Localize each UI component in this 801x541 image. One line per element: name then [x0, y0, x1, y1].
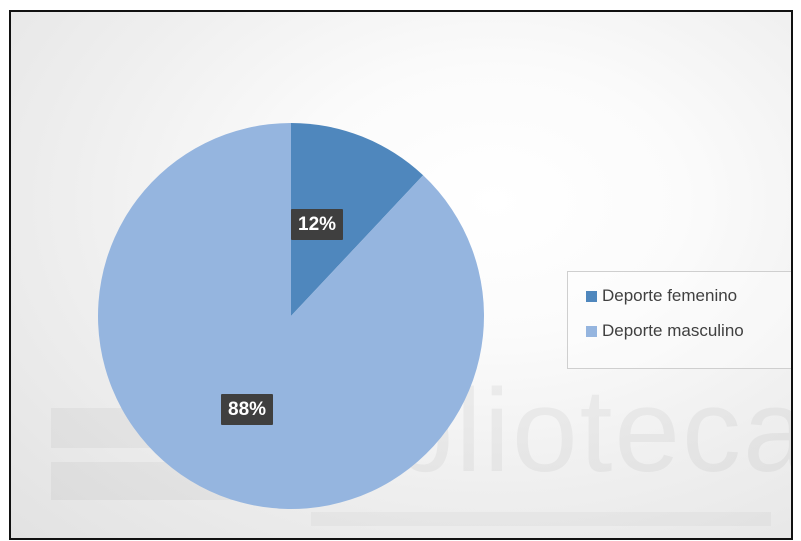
legend-label-deporte-femenino: Deporte femenino [602, 286, 738, 305]
legend-item-deporte-femenino: Deporte femenino [586, 286, 737, 306]
pie-slice-deporte-masculino [98, 123, 485, 509]
chart-frame: Biblioteca 12% 88% Deporte femenino Depo… [9, 10, 793, 540]
legend-item-deporte-masculino: Deporte masculino [586, 321, 744, 341]
legend-swatch-deporte-femenino [586, 290, 597, 302]
legend-label-deporte-masculino: Deporte masculino [602, 321, 744, 340]
legend: Deporte femenino Deporte masculino [567, 271, 791, 369]
data-label-deporte-masculino: 88% [221, 394, 274, 425]
legend-swatch-deporte-masculino [586, 325, 597, 337]
pie-chart [98, 123, 485, 509]
data-label-deporte-femenino: 12% [291, 209, 344, 240]
pie-slice-deporte-femenino [291, 123, 424, 316]
